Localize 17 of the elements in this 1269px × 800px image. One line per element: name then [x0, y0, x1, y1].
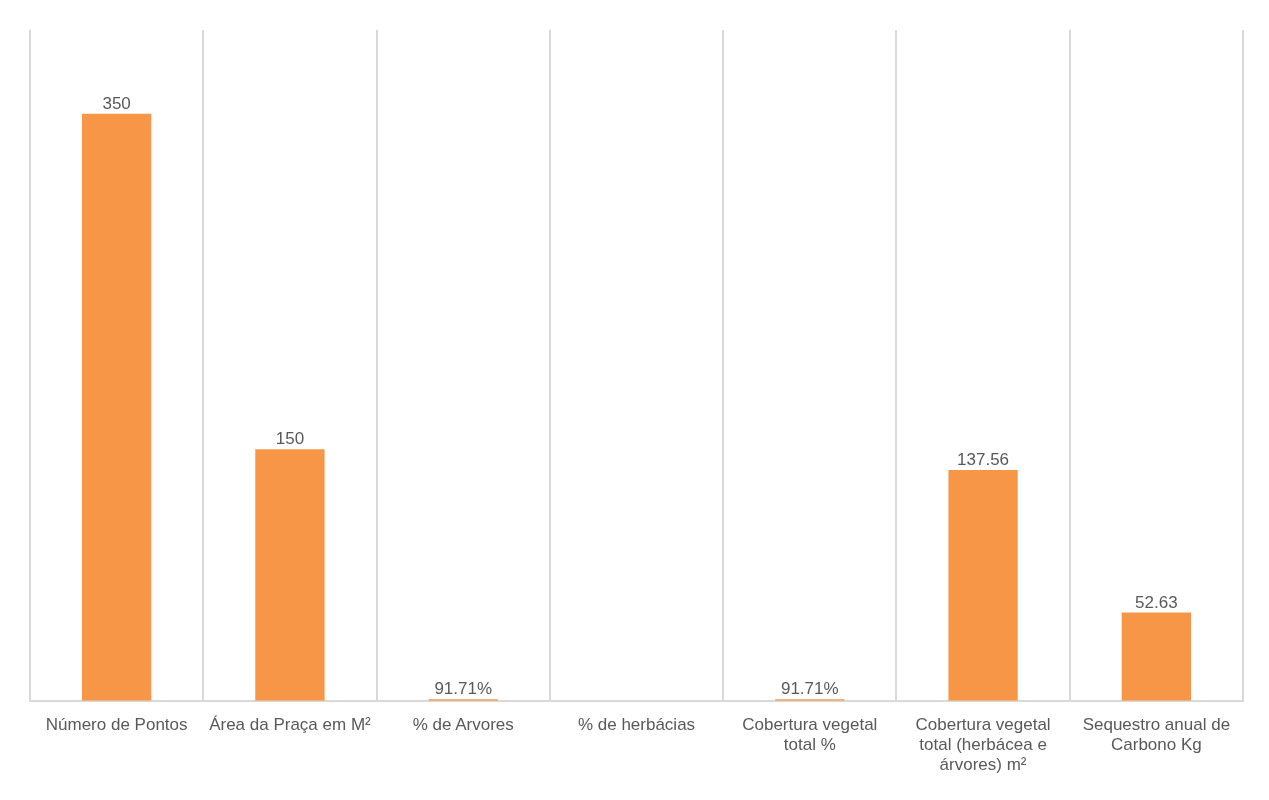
- bar: [948, 470, 1018, 701]
- data-label: 91.71%: [780, 679, 839, 699]
- x-tick-label: % de herbácias: [577, 714, 696, 734]
- data-label: 137.56: [957, 450, 1010, 470]
- data-label: 91.71%: [434, 679, 493, 699]
- x-tick-label: Cobertura vegetal total (herbácea e árvores) m²: [915, 714, 1051, 775]
- data-label: 52.63: [1135, 592, 1178, 612]
- bar: [81, 113, 152, 701]
- data-label: 350: [102, 94, 131, 114]
- data-label: 150: [275, 429, 305, 449]
- x-tick-label: Cobertura vegetal total %: [742, 714, 878, 755]
- bar: [1121, 612, 1192, 701]
- x-tick-label: % de Arvores: [412, 714, 514, 734]
- x-tick-label: Área da Praça em M²: [209, 714, 372, 734]
- x-tick-label: Sequestro anual de Carbono Kg: [1082, 714, 1231, 755]
- bar: [255, 449, 325, 701]
- x-tick-label: Número de Pontos: [45, 714, 188, 734]
